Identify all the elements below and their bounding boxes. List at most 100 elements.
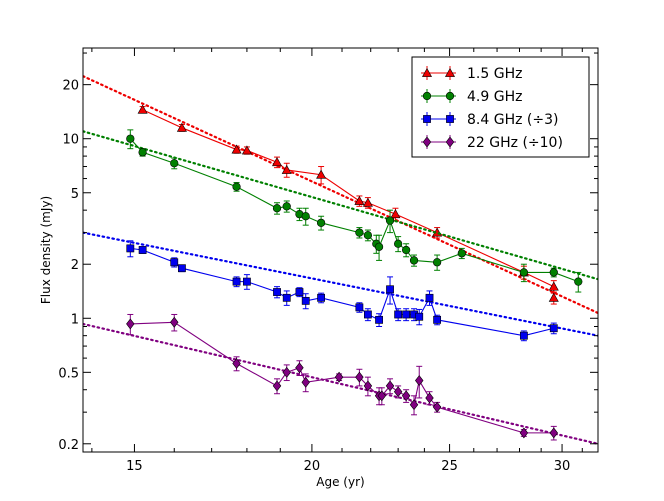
data-point bbox=[432, 258, 442, 267]
data-point bbox=[301, 376, 310, 388]
fit-line bbox=[83, 231, 598, 337]
data-point bbox=[409, 256, 419, 265]
data-point bbox=[386, 285, 394, 294]
y-tick-label: 0.5 bbox=[58, 366, 79, 381]
data-point bbox=[519, 427, 529, 439]
data-point bbox=[364, 310, 372, 319]
data-point bbox=[137, 104, 148, 114]
data-point bbox=[126, 134, 135, 143]
data-point bbox=[126, 318, 135, 330]
legend-marker bbox=[444, 67, 456, 77]
fit-line bbox=[83, 130, 598, 281]
data-point bbox=[402, 245, 411, 255]
data-point bbox=[377, 390, 387, 402]
data-point bbox=[355, 228, 364, 237]
data-point bbox=[425, 392, 434, 404]
legend-entry-1: 4.9 GHz bbox=[421, 89, 522, 105]
legend-entry-3: 22 GHz (÷10) bbox=[421, 135, 563, 151]
legend-marker bbox=[445, 91, 455, 101]
data-point bbox=[334, 371, 344, 383]
fit-line bbox=[83, 322, 598, 445]
data-point bbox=[548, 292, 559, 302]
y-axis-label: Flux density (mJy) bbox=[39, 196, 53, 304]
y-tick-label: 10 bbox=[62, 133, 79, 148]
legend-marker bbox=[421, 67, 433, 77]
plot-frame bbox=[82, 47, 599, 453]
data-point bbox=[231, 144, 242, 154]
data-point bbox=[317, 293, 326, 302]
data-point bbox=[301, 296, 310, 305]
x-tick-label: 25 bbox=[441, 459, 458, 474]
data-point bbox=[574, 277, 583, 286]
plot-area bbox=[83, 75, 598, 445]
x-tick-label: 15 bbox=[126, 459, 143, 474]
data-point bbox=[385, 216, 395, 225]
data-point bbox=[241, 145, 252, 155]
legend: 1.5 GHz 4.9 GHz 8.4 GHz (÷3) 22 GHz (÷10) bbox=[411, 56, 590, 158]
legend-entry-2: 8.4 GHz (÷3) bbox=[421, 112, 558, 128]
data-point bbox=[549, 427, 558, 439]
x-axis-label: Age (yr) bbox=[316, 475, 364, 489]
y-tick-label: 20 bbox=[62, 79, 79, 94]
data-point bbox=[457, 249, 466, 258]
legend-box bbox=[411, 56, 590, 158]
legend-marker bbox=[445, 136, 455, 148]
data-point bbox=[126, 244, 135, 253]
series-0 bbox=[83, 75, 598, 315]
fit-line bbox=[83, 75, 598, 315]
data-point bbox=[243, 277, 251, 286]
data-point bbox=[232, 182, 241, 191]
legend-marker bbox=[446, 115, 454, 123]
data-point bbox=[549, 268, 558, 277]
data-point bbox=[394, 239, 403, 248]
data-point bbox=[519, 331, 528, 340]
data-point bbox=[363, 380, 373, 392]
data-point bbox=[549, 324, 558, 333]
data-point bbox=[301, 212, 310, 221]
data-point bbox=[176, 122, 187, 132]
data-point bbox=[548, 281, 559, 291]
data-point bbox=[281, 164, 292, 174]
data-point bbox=[393, 386, 403, 398]
data-point bbox=[316, 218, 326, 227]
data-point bbox=[385, 380, 395, 392]
data-point bbox=[519, 268, 529, 277]
series-line bbox=[129, 138, 579, 283]
y-tick-label: 2 bbox=[71, 258, 79, 273]
legend-label: 8.4 GHz (÷3) bbox=[467, 112, 558, 128]
data-point bbox=[433, 315, 442, 324]
x-tick-label: 20 bbox=[304, 459, 321, 474]
legend-label: 22 GHz (÷10) bbox=[467, 135, 563, 151]
data-point bbox=[272, 157, 283, 167]
data-point bbox=[394, 310, 403, 319]
data-point bbox=[362, 197, 373, 207]
legend-label: 1.5 GHz bbox=[467, 66, 522, 82]
data-point bbox=[178, 264, 186, 273]
series-line bbox=[130, 247, 554, 337]
data-point bbox=[273, 288, 281, 296]
data-point bbox=[355, 371, 364, 383]
data-point bbox=[138, 148, 147, 157]
data-point bbox=[170, 316, 179, 328]
plot-clip-group bbox=[83, 75, 598, 445]
data-point bbox=[138, 246, 147, 254]
legend-marker bbox=[423, 115, 431, 123]
data-point bbox=[354, 195, 365, 205]
data-point bbox=[170, 159, 179, 168]
legend-marker bbox=[422, 91, 432, 101]
data-point bbox=[390, 209, 401, 219]
data-point bbox=[232, 277, 241, 286]
data-point bbox=[401, 390, 411, 402]
data-point bbox=[425, 293, 434, 302]
data-point bbox=[282, 366, 291, 378]
data-point bbox=[363, 231, 373, 240]
data-point bbox=[170, 258, 179, 267]
x-tick-label: 30 bbox=[554, 459, 571, 474]
data-point bbox=[374, 242, 384, 251]
data-point bbox=[272, 204, 282, 213]
data-point bbox=[282, 293, 291, 302]
data-point bbox=[415, 312, 424, 321]
data-point bbox=[402, 310, 411, 319]
